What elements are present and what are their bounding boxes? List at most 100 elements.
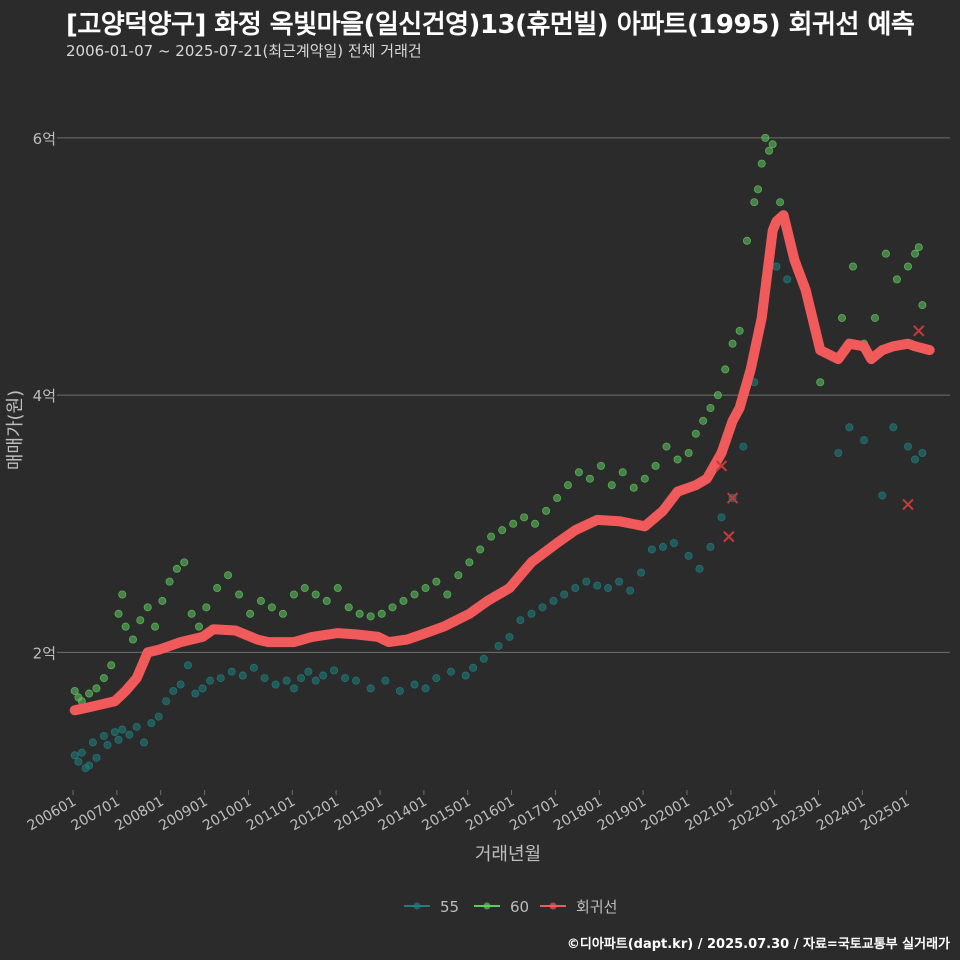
data-point [651,461,660,470]
data-point [892,275,901,284]
data-point [169,686,178,695]
data-point [118,725,127,734]
data-point [615,577,624,586]
x-tick-label: 201901 [595,794,649,835]
data-point [691,429,700,438]
legend-label: 55 [440,898,459,916]
x-tick-label: 202001 [639,794,693,835]
legend-label: 60 [510,898,529,916]
data-point [151,622,160,631]
data-point [560,590,569,599]
data-point [837,313,846,322]
y-tick-label: 4억 [33,387,56,405]
x-tick-label: 200701 [69,794,123,835]
legend-item: 60 [474,898,529,916]
data-point [505,632,514,641]
data-point [330,666,339,675]
data-point [249,663,258,672]
data-point [658,542,667,551]
data-point [914,243,923,252]
data-point [432,577,441,586]
legend-swatch-dot [549,902,557,910]
legend-label: 회귀선 [576,898,617,916]
x-tick-label: 200901 [156,794,210,835]
data-point [289,590,298,599]
data-point [235,590,244,599]
data-point [191,689,200,698]
data-point [206,676,215,685]
regression-marker [723,530,735,543]
data-point [739,442,748,451]
regression-marker [715,460,728,472]
data-point [132,722,141,731]
data-point [889,423,898,432]
data-point [172,564,181,573]
data-point [103,740,112,749]
data-point [765,146,774,155]
data-point [479,654,488,663]
data-point [684,449,693,458]
data-point [684,551,693,560]
data-point [761,133,770,142]
data-point [881,249,890,258]
data-point [582,577,591,586]
data-point [154,712,163,721]
data-point [227,667,236,676]
data-point [421,584,430,593]
data-point [637,568,646,577]
data-point [77,748,86,757]
data-point [563,481,572,490]
chart-subtitle: 2006-01-07 ~ 2025-07-21(최근계약일) 전체 거래건 [66,42,422,60]
data-point [662,442,671,451]
data-point [695,564,704,573]
legend-swatch-dot [483,902,491,910]
regression-marker [902,498,914,511]
data-point [107,661,116,670]
regression-marker [913,325,925,337]
data-point [629,483,638,492]
data-point [319,671,328,680]
x-axis-label: 거래년월 [475,844,541,865]
data-point [607,481,616,490]
x-tick-label: 202101 [683,794,737,835]
data-point [461,671,470,680]
data-point [162,697,171,706]
data-point [256,596,265,605]
data-point [278,609,287,618]
data-point [224,571,233,580]
data-point [410,680,419,689]
x-tick-label: 202201 [726,794,780,835]
data-point [571,584,580,593]
data-point [706,542,715,551]
data-point [246,609,255,618]
data-point [410,590,419,599]
legend-item: 55 [404,898,459,916]
data-point [158,596,167,605]
data-point [267,603,276,612]
data-point [516,616,525,625]
data-point [297,674,306,683]
data-point [213,584,222,593]
data-point [669,539,678,548]
data-point [549,596,558,605]
data-point [238,671,247,680]
data-point [776,198,785,207]
data-point [735,326,744,335]
data-point [381,676,390,685]
y-axis-ticks: 2억 4억 6억 [33,130,62,662]
data-point [596,461,605,470]
data-point [183,661,192,670]
x-tick-label: 201801 [551,794,605,835]
x-tick-label: 201001 [200,794,254,835]
data-point [728,339,737,348]
data-point [713,391,722,400]
data-point [538,603,547,612]
data-point [355,609,364,618]
data-point [70,686,79,695]
data-point [85,761,94,770]
data-point [85,689,94,698]
x-tick-label: 201401 [376,794,430,835]
legend-item: 회귀선 [540,898,617,916]
x-tick-label: 201201 [288,794,342,835]
data-point [860,436,869,445]
